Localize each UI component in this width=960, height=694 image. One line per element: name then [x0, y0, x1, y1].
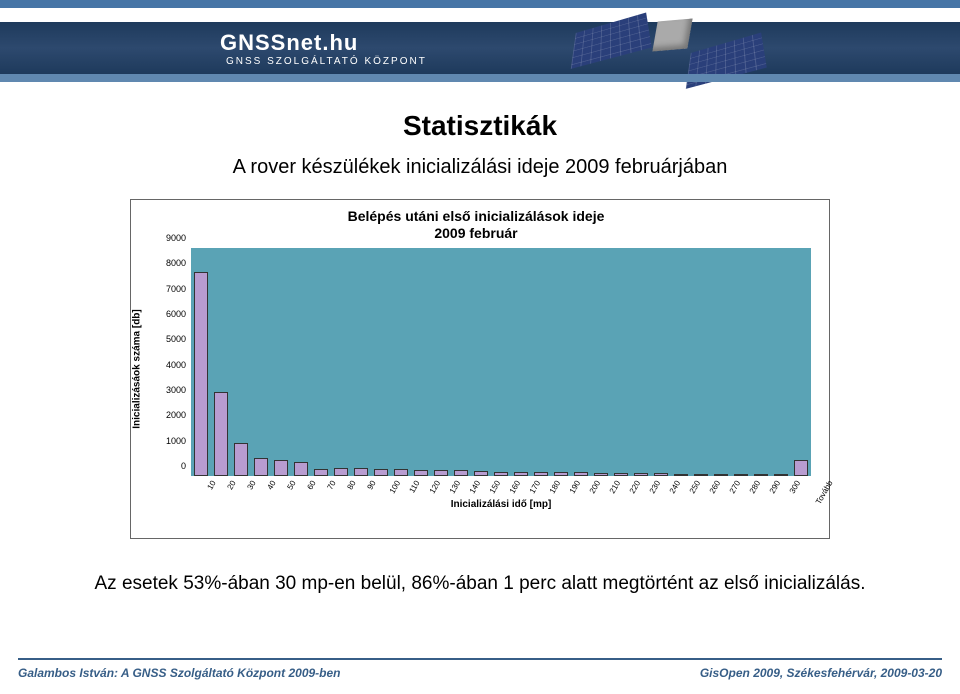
- x-tick: 190: [568, 479, 582, 495]
- x-tick: 70: [325, 479, 337, 491]
- logo: GNSSnet.hu GNSS SZOLGÁLTATÓ KÖZPONT: [220, 30, 427, 67]
- bar: [354, 468, 368, 476]
- x-tick: 40: [265, 479, 277, 491]
- chart-title-line1: Belépés utáni első inicializálások ideje: [348, 208, 605, 224]
- bar: [234, 443, 248, 476]
- y-tick: 5000: [166, 334, 186, 344]
- x-tick: 120: [428, 479, 442, 495]
- x-tick: 180: [548, 479, 562, 495]
- bar: [194, 272, 208, 476]
- y-tick: 8000: [166, 258, 186, 268]
- x-tick: 80: [345, 479, 357, 491]
- y-tick: 2000: [166, 410, 186, 420]
- chart-caption: Az esetek 53%-ában 30 mp-en belül, 86%-á…: [60, 573, 900, 595]
- x-tick: 30: [245, 479, 257, 491]
- bar: [294, 462, 308, 476]
- bar: [334, 468, 348, 476]
- x-tick: 10: [205, 479, 217, 491]
- y-tick: 0: [181, 461, 186, 471]
- x-tick: 130: [448, 479, 462, 495]
- bar: [394, 469, 408, 476]
- x-tick: 280: [748, 479, 762, 495]
- x-axis-label: Inicializálási idő [mp]: [191, 499, 811, 510]
- chart-title: Belépés utáni első inicializálások ideje…: [135, 208, 817, 246]
- x-tick: 230: [648, 479, 662, 495]
- logo-tagline: GNSS SZOLGÁLTATÓ KÖZPONT: [226, 56, 427, 67]
- footer-right: GisOpen 2009, Székesfehérvár, 2009-03-20: [700, 666, 942, 680]
- x-tick: 270: [728, 479, 742, 495]
- x-tick: 220: [628, 479, 642, 495]
- logo-text: GNSSnet.hu: [220, 30, 358, 55]
- y-tick: 7000: [166, 284, 186, 294]
- solar-panel-icon: [571, 12, 652, 68]
- content: Statisztikák A rover készülékek iniciali…: [0, 110, 960, 595]
- x-tick: Tovább: [814, 479, 835, 506]
- y-tick: 1000: [166, 436, 186, 446]
- satellite-body-icon: [652, 18, 692, 51]
- x-tick: 140: [468, 479, 482, 495]
- x-tick: 170: [528, 479, 542, 495]
- x-tick: 50: [285, 479, 297, 491]
- page-title: Statisztikák: [60, 110, 900, 142]
- x-axis: Inicializálási idő [mp] 10 20 30 40 50 60 70 80…: [191, 476, 811, 516]
- chart-title-line2: 2009 február: [434, 225, 517, 241]
- satellite-graphic: [570, 2, 770, 97]
- y-tick: 4000: [166, 360, 186, 370]
- x-tick: 90: [365, 479, 377, 491]
- y-tick: 3000: [166, 385, 186, 395]
- y-axis-label: Inicializásáok száma [db]: [132, 309, 143, 429]
- bar: [274, 460, 288, 476]
- x-tick: 300: [788, 479, 802, 495]
- x-tick: 150: [488, 479, 502, 495]
- x-tick: 60: [305, 479, 317, 491]
- footer-left: Galambos István: A GNSS Szolgáltató Közp…: [18, 666, 341, 680]
- page-subtitle: A rover készülékek inicializálási ideje …: [60, 156, 900, 179]
- x-tick: 210: [608, 479, 622, 495]
- bar: [254, 458, 268, 476]
- top-band: [0, 0, 960, 8]
- sub-band: [0, 74, 960, 82]
- x-tick: 20: [225, 479, 237, 491]
- y-tick: 9000: [166, 233, 186, 243]
- x-tick: 240: [668, 479, 682, 495]
- x-tick: 100: [388, 479, 402, 495]
- x-tick: 290: [768, 479, 782, 495]
- x-tick: 110: [407, 479, 421, 495]
- bar: [314, 469, 328, 476]
- x-tick: 160: [508, 479, 522, 495]
- x-tick: 250: [688, 479, 702, 495]
- chart-plot-area: [191, 248, 811, 476]
- x-tick: 260: [708, 479, 722, 495]
- footer: Galambos István: A GNSS Szolgáltató Közp…: [18, 658, 942, 680]
- bar: [374, 469, 388, 476]
- bar: [214, 392, 228, 476]
- y-axis: 0100020003000400050006000700080009000: [159, 248, 189, 476]
- y-tick: 6000: [166, 309, 186, 319]
- bar: [794, 460, 808, 476]
- x-tick: 200: [588, 479, 602, 495]
- header-bar: GNSSnet.hu GNSS SZOLGÁLTATÓ KÖZPONT: [0, 22, 960, 74]
- chart: Belépés utáni első inicializálások ideje…: [130, 199, 830, 539]
